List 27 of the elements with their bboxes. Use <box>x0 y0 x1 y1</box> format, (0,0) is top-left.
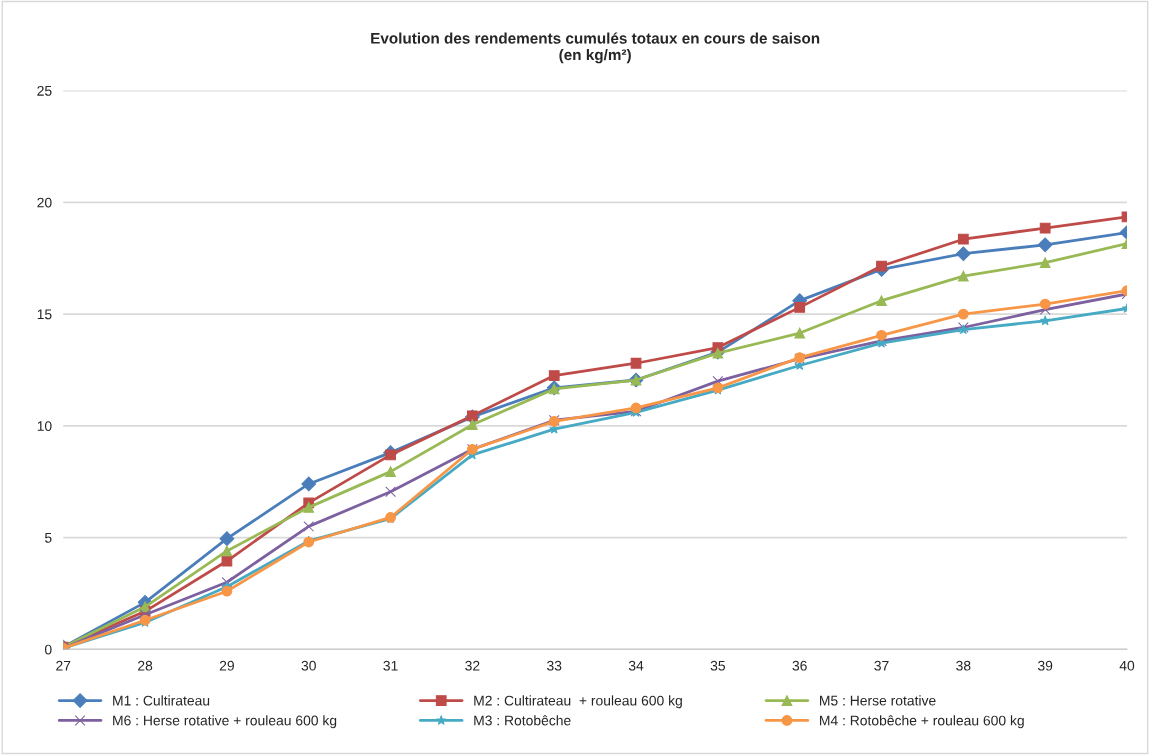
y-tick-label: 5 <box>44 533 52 543</box>
y-tick-label: 15 <box>37 309 52 320</box>
x-tick-label: 27 <box>56 660 71 671</box>
y-tick-label: 0 <box>44 644 52 655</box>
y-tick-label: 25 <box>37 85 52 96</box>
x-tick-label: 31 <box>383 660 398 671</box>
legend-label: M3 : Rotobêche <box>474 715 571 726</box>
x-tick-label: 34 <box>628 660 644 671</box>
legend-label: M1 : Cultirateau <box>113 695 210 706</box>
x-tick-label: 30 <box>301 660 316 671</box>
x-tick-label: 33 <box>547 660 562 671</box>
x-tick-label: 35 <box>710 660 726 671</box>
legend-label: M4 : Rotobêche + rouleau 600 kg <box>820 715 1024 729</box>
chart-title: Evolution des rendements cumulés totaux en cours de saison (en kg/m²) <box>371 32 820 64</box>
legend-label: M5 : Herse rotative <box>820 695 936 706</box>
x-tick-label: 38 <box>956 660 971 671</box>
x-tick-label: 36 <box>792 660 807 671</box>
legend-label: M6 : Herse rotative + rouleau 600 kg <box>113 715 337 729</box>
x-tick-label: 28 <box>138 660 153 671</box>
y-tick-label: 20 <box>37 197 52 208</box>
legend-label: M2 : Cultirateau + rouleau 600 kg <box>474 695 682 709</box>
x-tick-label: 32 <box>465 660 480 671</box>
x-tick-label: 40 <box>1119 660 1135 671</box>
x-tick-label: 37 <box>874 660 889 671</box>
x-tick-label: 39 <box>1037 660 1053 671</box>
y-tick-label: 10 <box>37 421 52 431</box>
x-tick-label: 29 <box>219 660 234 671</box>
